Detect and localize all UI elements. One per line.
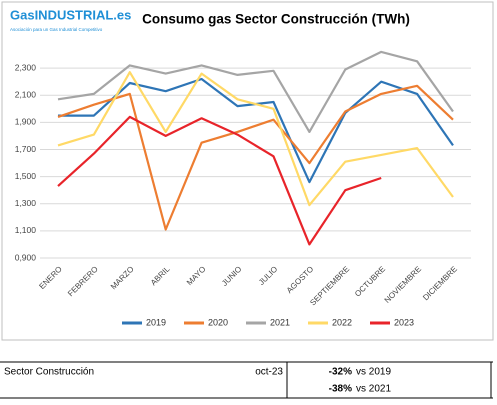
- change-reference: vs 2019: [356, 367, 391, 378]
- y-tick-label: 1,900: [15, 117, 37, 127]
- change-value: -32%: [329, 367, 352, 378]
- y-tick-label: 2,100: [15, 90, 37, 100]
- change-reference: vs 2021: [356, 384, 391, 395]
- legend-label: 2019: [146, 317, 166, 327]
- legend-label: 2022: [332, 317, 352, 327]
- period-label: oct-23: [255, 367, 283, 378]
- series-line: [57, 71, 454, 207]
- logo-tagline: Asociación para un Gas Industrial Compet…: [10, 27, 103, 32]
- y-tick-label: 1,500: [15, 171, 37, 181]
- sector-label: Sector Construcción: [4, 367, 94, 378]
- y-tick-label: 0,900: [15, 252, 37, 262]
- y-tick-label: 1,300: [15, 198, 37, 208]
- chart-frame: [1, 1, 494, 341]
- legend-label: 2021: [270, 317, 290, 327]
- y-tick-label: 1,100: [15, 225, 37, 235]
- legend-label: 2023: [394, 317, 414, 327]
- legend-label: 2020: [208, 317, 228, 327]
- change-value: -38%: [329, 384, 352, 395]
- series-line: [57, 50, 454, 133]
- series-line: [57, 84, 454, 231]
- y-tick-label: 2,300: [15, 62, 37, 72]
- y-tick-label: 1,700: [15, 144, 37, 154]
- chart-title: Consumo gas Sector Construcción (TWh): [142, 12, 410, 27]
- series-line: [57, 115, 382, 246]
- logo-name: GasINDUSTRIAL.es: [10, 7, 131, 22]
